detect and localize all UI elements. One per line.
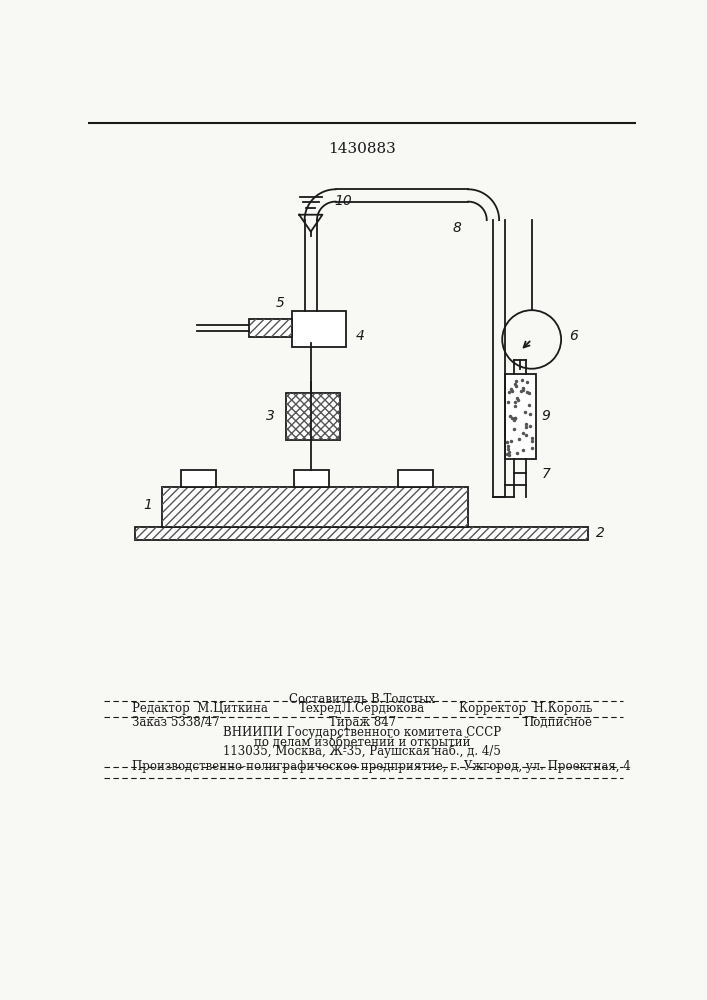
Bar — [292, 311, 346, 347]
Text: Производственно-полиграфическое предприятие, г. Ужгород, ул. Проектная, 4: Производственно-полиграфическое предприя… — [132, 760, 631, 773]
Text: по делам изобретений и открытий: по делам изобретений и открытий — [254, 735, 471, 749]
Bar — [249, 319, 292, 337]
Text: Составитель В.Толстых: Составитель В.Толстых — [289, 693, 436, 706]
Text: Заказ 5338/47: Заказ 5338/47 — [132, 716, 220, 729]
Text: 1430883: 1430883 — [328, 142, 396, 156]
Text: 9: 9 — [542, 409, 551, 423]
Text: 2: 2 — [596, 526, 605, 540]
Bar — [293, 470, 329, 487]
Bar — [135, 527, 588, 540]
Text: Редактор  М.Циткина: Редактор М.Циткина — [132, 702, 268, 715]
Text: Тираж 847: Тираж 847 — [329, 716, 396, 729]
Bar — [182, 470, 216, 487]
Text: 7: 7 — [542, 467, 551, 481]
Bar — [398, 470, 433, 487]
Text: 3: 3 — [266, 409, 274, 423]
Text: 113035, Москва, Ж-35, Раушская наб., д. 4/5: 113035, Москва, Ж-35, Раушская наб., д. … — [223, 745, 501, 758]
Bar — [162, 487, 468, 527]
Text: Корректор  Н.Король: Корректор Н.Король — [459, 702, 592, 715]
Text: 10: 10 — [334, 194, 352, 208]
Text: ТехредЛ.Сердюкова: ТехредЛ.Сердюкова — [299, 702, 426, 715]
Text: 1: 1 — [143, 498, 152, 512]
Text: 6: 6 — [569, 329, 578, 343]
Text: Подписное: Подписное — [523, 716, 592, 729]
Text: 8: 8 — [452, 221, 462, 235]
Text: 5: 5 — [276, 296, 285, 310]
Bar — [505, 374, 535, 459]
Bar — [249, 319, 292, 337]
Bar — [286, 393, 340, 440]
Bar — [162, 487, 468, 527]
Text: ВНИИПИ Государственного комитета СССР: ВНИИПИ Государственного комитета СССР — [223, 726, 501, 739]
Text: 4: 4 — [356, 329, 365, 343]
Bar — [135, 527, 588, 540]
Bar — [286, 393, 340, 440]
